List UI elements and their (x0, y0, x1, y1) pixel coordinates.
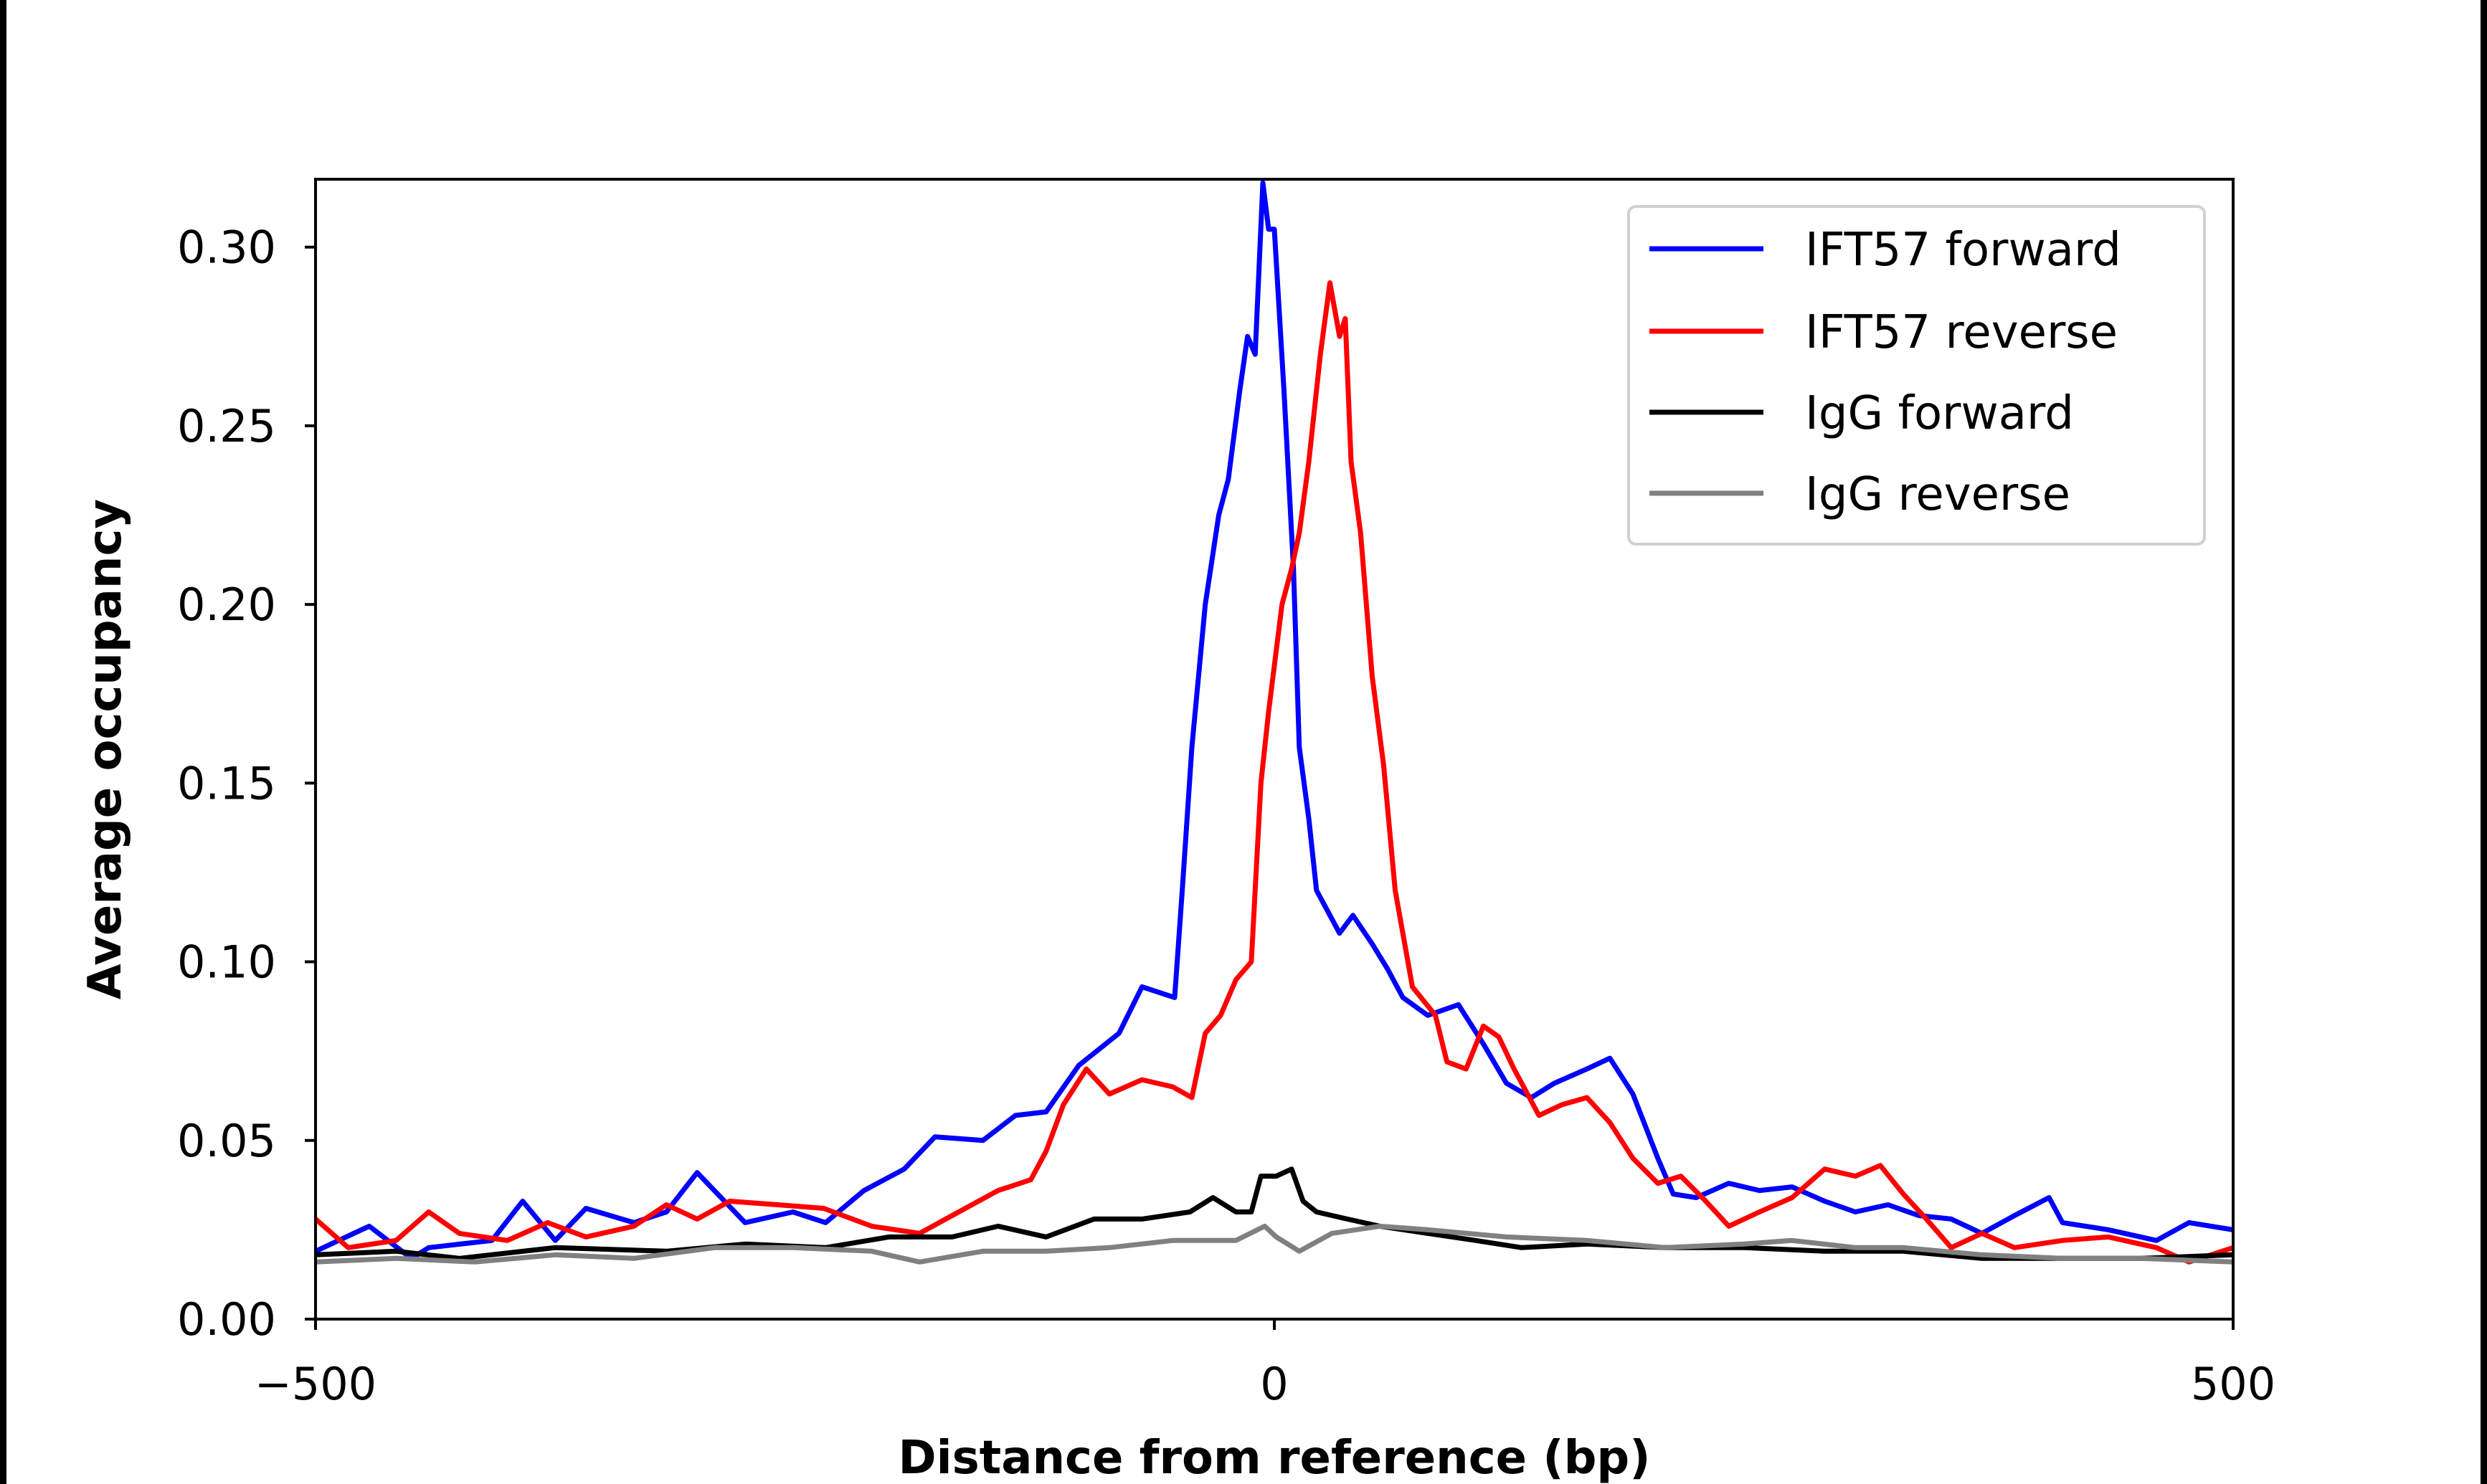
x-axis-label: Distance from reference (bp) (899, 1432, 1651, 1484)
y-tick-label: 0.05 (177, 1115, 276, 1167)
y-axis-label: Average occupancy (79, 499, 132, 999)
left-border (0, 0, 6, 1484)
series-line-igg-reverse (316, 1223, 2233, 1265)
legend-label: IFT57 forward (1805, 224, 2121, 277)
y-tick-label: 0.20 (177, 579, 276, 631)
right-border (2481, 0, 2487, 1484)
y-tick-label: 0.00 (177, 1293, 276, 1346)
legend-box (1627, 205, 2206, 546)
legend-entry: IFT57 reverse (1649, 306, 2118, 359)
legend-entry: IgG reverse (1649, 468, 2070, 521)
legend-label: IgG forward (1805, 387, 2074, 440)
x-tick-label: 0 (1260, 1358, 1288, 1410)
y-tick-label: 0.15 (177, 757, 276, 809)
x-tick-label: 500 (2191, 1358, 2275, 1410)
ticks-layer: −500 0 500 0.00 0.05 0.10 0.15 0.20 0.25 0.30 (177, 222, 2275, 1410)
series-layer (316, 180, 2233, 1265)
x-tick-label: −500 (255, 1358, 376, 1410)
series-line-ift57-reverse (316, 280, 2233, 1265)
legend-label: IgG reverse (1805, 468, 2070, 521)
y-tick-label: 0.10 (177, 936, 276, 989)
y-tick-label: 0.25 (177, 400, 276, 452)
legend: IFT57 forward IFT57 reverse IgG forward IgG… (1627, 205, 2206, 546)
legend-entry: IFT57 forward (1649, 224, 2121, 277)
series-line-ift57-forward (316, 180, 2233, 1261)
legend-entry: IgG forward (1649, 387, 2074, 440)
legend-label: IFT57 reverse (1805, 306, 2118, 359)
y-tick-label: 0.30 (177, 222, 276, 274)
